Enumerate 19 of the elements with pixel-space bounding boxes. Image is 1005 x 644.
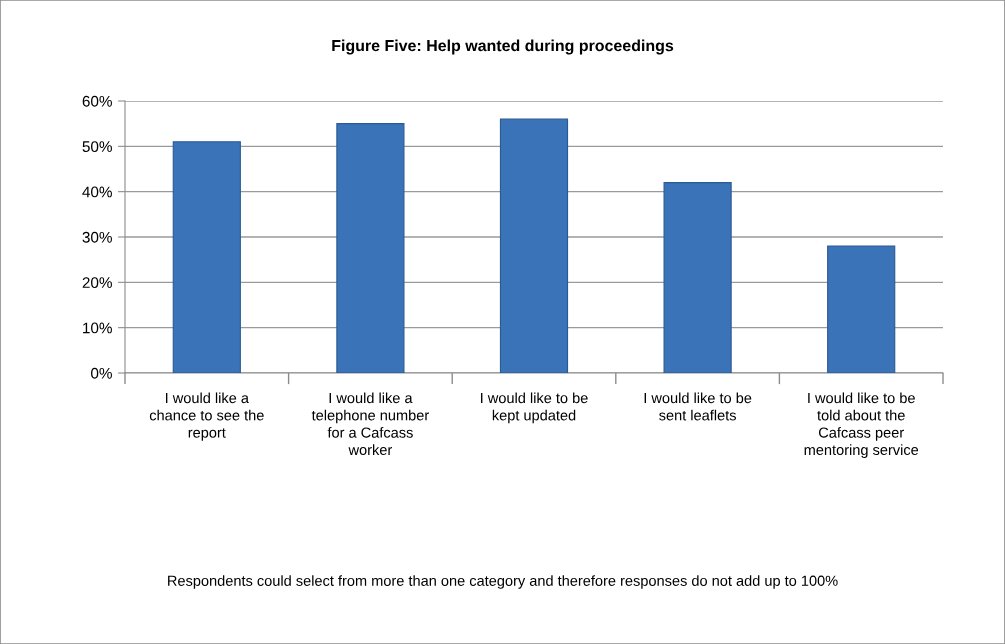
- y-tick-label: 30%: [82, 231, 112, 243]
- x-tick-label: I would like a telephone number for a Cafcass worker: [311, 392, 429, 456]
- y-tick-label: 50%: [82, 141, 112, 153]
- x-tick-label: I would like to be kept updated: [481, 392, 588, 424]
- x-tick-label: I would like to be sent leaflets: [644, 392, 752, 421]
- bar: [499, 118, 569, 373]
- x-tick-label: I would like a chance to see the report: [149, 392, 264, 441]
- bar: [336, 123, 405, 373]
- y-tick-label: 20%: [82, 277, 112, 289]
- y-tick-label: 40%: [82, 186, 112, 198]
- bar: [172, 141, 241, 373]
- x-tick-label: I would like to be told about the Cafcass peer mentoring service: [804, 392, 919, 458]
- y-tick-label: 10%: [83, 322, 112, 334]
- y-tick-label: 60%: [82, 95, 112, 107]
- bar: [827, 245, 896, 373]
- text: Respondents could select from more than one category and therefore responses do not add up to 100%: [168, 575, 838, 589]
- bar: [663, 182, 732, 373]
- y-tick-label: 0%: [91, 367, 112, 379]
- chart-title: Figure Five: Help wanted during proceedings: [332, 39, 674, 55]
